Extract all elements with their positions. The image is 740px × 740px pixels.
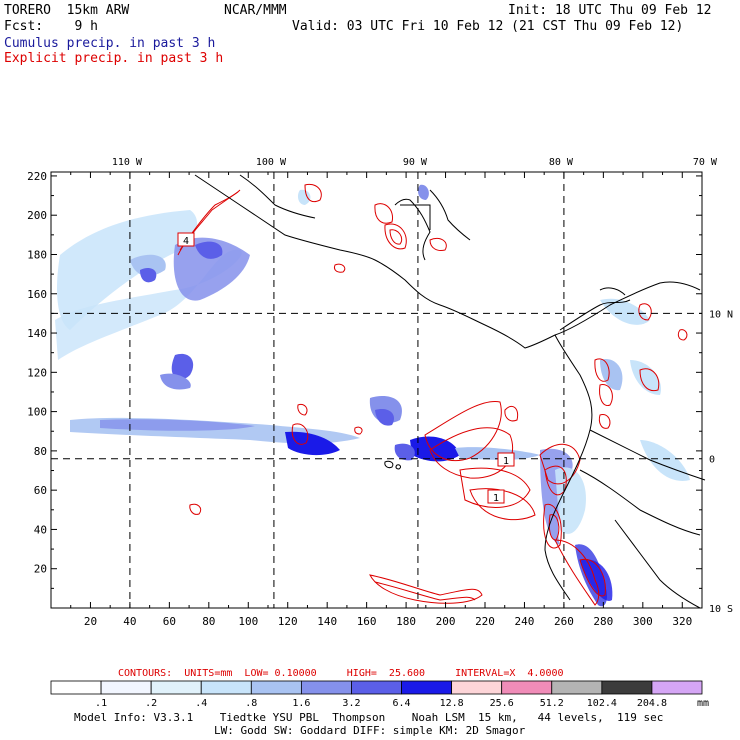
x-tick-label: 260 <box>554 615 574 628</box>
explicit-precip-contours <box>177 183 688 606</box>
x-tick-label: 280 <box>593 615 613 628</box>
contour-label-box <box>497 452 515 467</box>
longitude-label: 70 W <box>693 157 718 168</box>
cumulus-precip-shading <box>55 184 690 607</box>
y-tick-label: 20 <box>34 563 47 576</box>
coastlines <box>194 174 706 609</box>
colorbar-swatch <box>551 680 603 695</box>
y-tick-label: 120 <box>27 366 47 379</box>
colorbar-swatch <box>401 680 453 695</box>
plot-border <box>50 171 703 609</box>
x-tick-label: 160 <box>357 615 377 628</box>
colorbar-swatch <box>250 680 302 695</box>
x-tick-label: 320 <box>672 615 692 628</box>
colorbar-tick-label: 6.4 <box>393 698 411 709</box>
org-name: NCAR/MMM <box>224 3 287 18</box>
y-tick-label: 60 <box>34 484 47 497</box>
lat-lon-grid <box>51 172 702 608</box>
y-tick-label: 200 <box>27 209 47 222</box>
y-tick-label: 220 <box>27 170 47 183</box>
contour-label-box <box>487 489 505 504</box>
model-info: Model Info: V3.3.1 Tiedtke YSU PBL Thomp… <box>74 711 664 724</box>
colorbar-units: mm <box>697 698 710 709</box>
x-tick-label: 40 <box>123 615 136 628</box>
contour-label: 1 <box>503 456 509 467</box>
colorbar-tick-label: .8 <box>245 698 257 709</box>
y-tick-label: 140 <box>27 327 47 340</box>
longitude-label: 110 W <box>112 157 143 168</box>
x-tick-label: 60 <box>163 615 176 628</box>
colorbar-swatch <box>300 680 352 695</box>
x-tick-label: 300 <box>633 615 653 628</box>
x-tick-label: 140 <box>317 615 337 628</box>
colorbar-swatch <box>100 680 152 695</box>
plot-frame <box>50 171 703 609</box>
model-name: TORERO 15km ARW <box>4 3 130 18</box>
contour-labels: 4 1 1 <box>177 232 515 504</box>
forecast-hour: Fcst: 9 h <box>4 19 98 34</box>
longitude-label: 80 W <box>549 157 574 168</box>
colorbar-tick-label: 12.8 <box>440 698 464 709</box>
colorbar-tick-label: 102.4 <box>587 698 617 709</box>
latitude-label: 10 S <box>709 604 733 615</box>
colorbar-tick-label: 25.6 <box>490 698 514 709</box>
colorbar-tick-label: 204.8 <box>637 698 667 709</box>
contour-label-box <box>177 232 195 247</box>
colorbar-swatch <box>601 680 653 695</box>
colorbar-swatch <box>50 680 102 695</box>
x-tick-label: 100 <box>238 615 258 628</box>
x-tick-label: 200 <box>436 615 456 628</box>
y-tick-label: 100 <box>27 406 47 419</box>
colorbar-swatch <box>651 680 703 695</box>
x-tick-label: 120 <box>278 615 298 628</box>
x-tick-label: 20 <box>84 615 97 628</box>
colorbar-swatch <box>200 680 252 695</box>
colorbar-swatch <box>501 680 553 695</box>
x-tick-label: 180 <box>396 615 416 628</box>
contour-info: CONTOURS: UNITS=mm LOW= 0.10000 HIGH= 25… <box>118 668 564 679</box>
valid-time: Valid: 03 UTC Fri 10 Feb 12 (21 CST Thu … <box>292 19 684 34</box>
contour-label: 4 <box>183 236 189 247</box>
colorbar-tick-label: 3.2 <box>342 698 360 709</box>
colorbar-tick-label: 51.2 <box>540 698 564 709</box>
y-tick-label: 40 <box>34 523 47 536</box>
cumulus-legend-text: Cumulus precip. in past 3 h <box>4 36 216 51</box>
init-time: Init: 18 UTC Thu 09 Feb 12 <box>508 3 712 18</box>
y-tick-label: 180 <box>27 248 47 261</box>
colorbar-swatch <box>150 680 202 695</box>
y-tick-label: 160 <box>27 288 47 301</box>
colorbar-swatch <box>351 680 402 695</box>
physics-info: LW: Godd SW: Goddard DIFF: simple KM: 2D… <box>214 724 526 737</box>
colorbar-swatch <box>451 680 503 695</box>
x-tick-label: 240 <box>515 615 535 628</box>
colorbar-tick-label: 1.6 <box>292 698 310 709</box>
x-tick-label: 80 <box>202 615 215 628</box>
colorbar-tick-label: .2 <box>145 698 157 709</box>
contour-label: 1 <box>493 493 499 504</box>
explicit-legend-text: Explicit precip. in past 3 h <box>4 51 224 66</box>
axes: 20 40 60 80 100 120 140 160 180 200 220 240 260 280 30… <box>27 157 733 628</box>
colorbar-tick-label: .4 <box>195 698 207 709</box>
colorbar: .1 .2 .4 .8 1.6 3.2 6.4 12.8 25.6 51.2 102.4 204.8 <box>50 680 703 709</box>
x-tick-label: 220 <box>475 615 495 628</box>
y-tick-label: 80 <box>34 445 47 458</box>
longitude-label: 100 W <box>256 157 287 168</box>
latitude-label: 0 <box>709 455 715 466</box>
longitude-label: 90 W <box>403 157 428 168</box>
colorbar-tick-label: .1 <box>95 698 107 709</box>
latitude-label: 10 N <box>709 309 733 320</box>
